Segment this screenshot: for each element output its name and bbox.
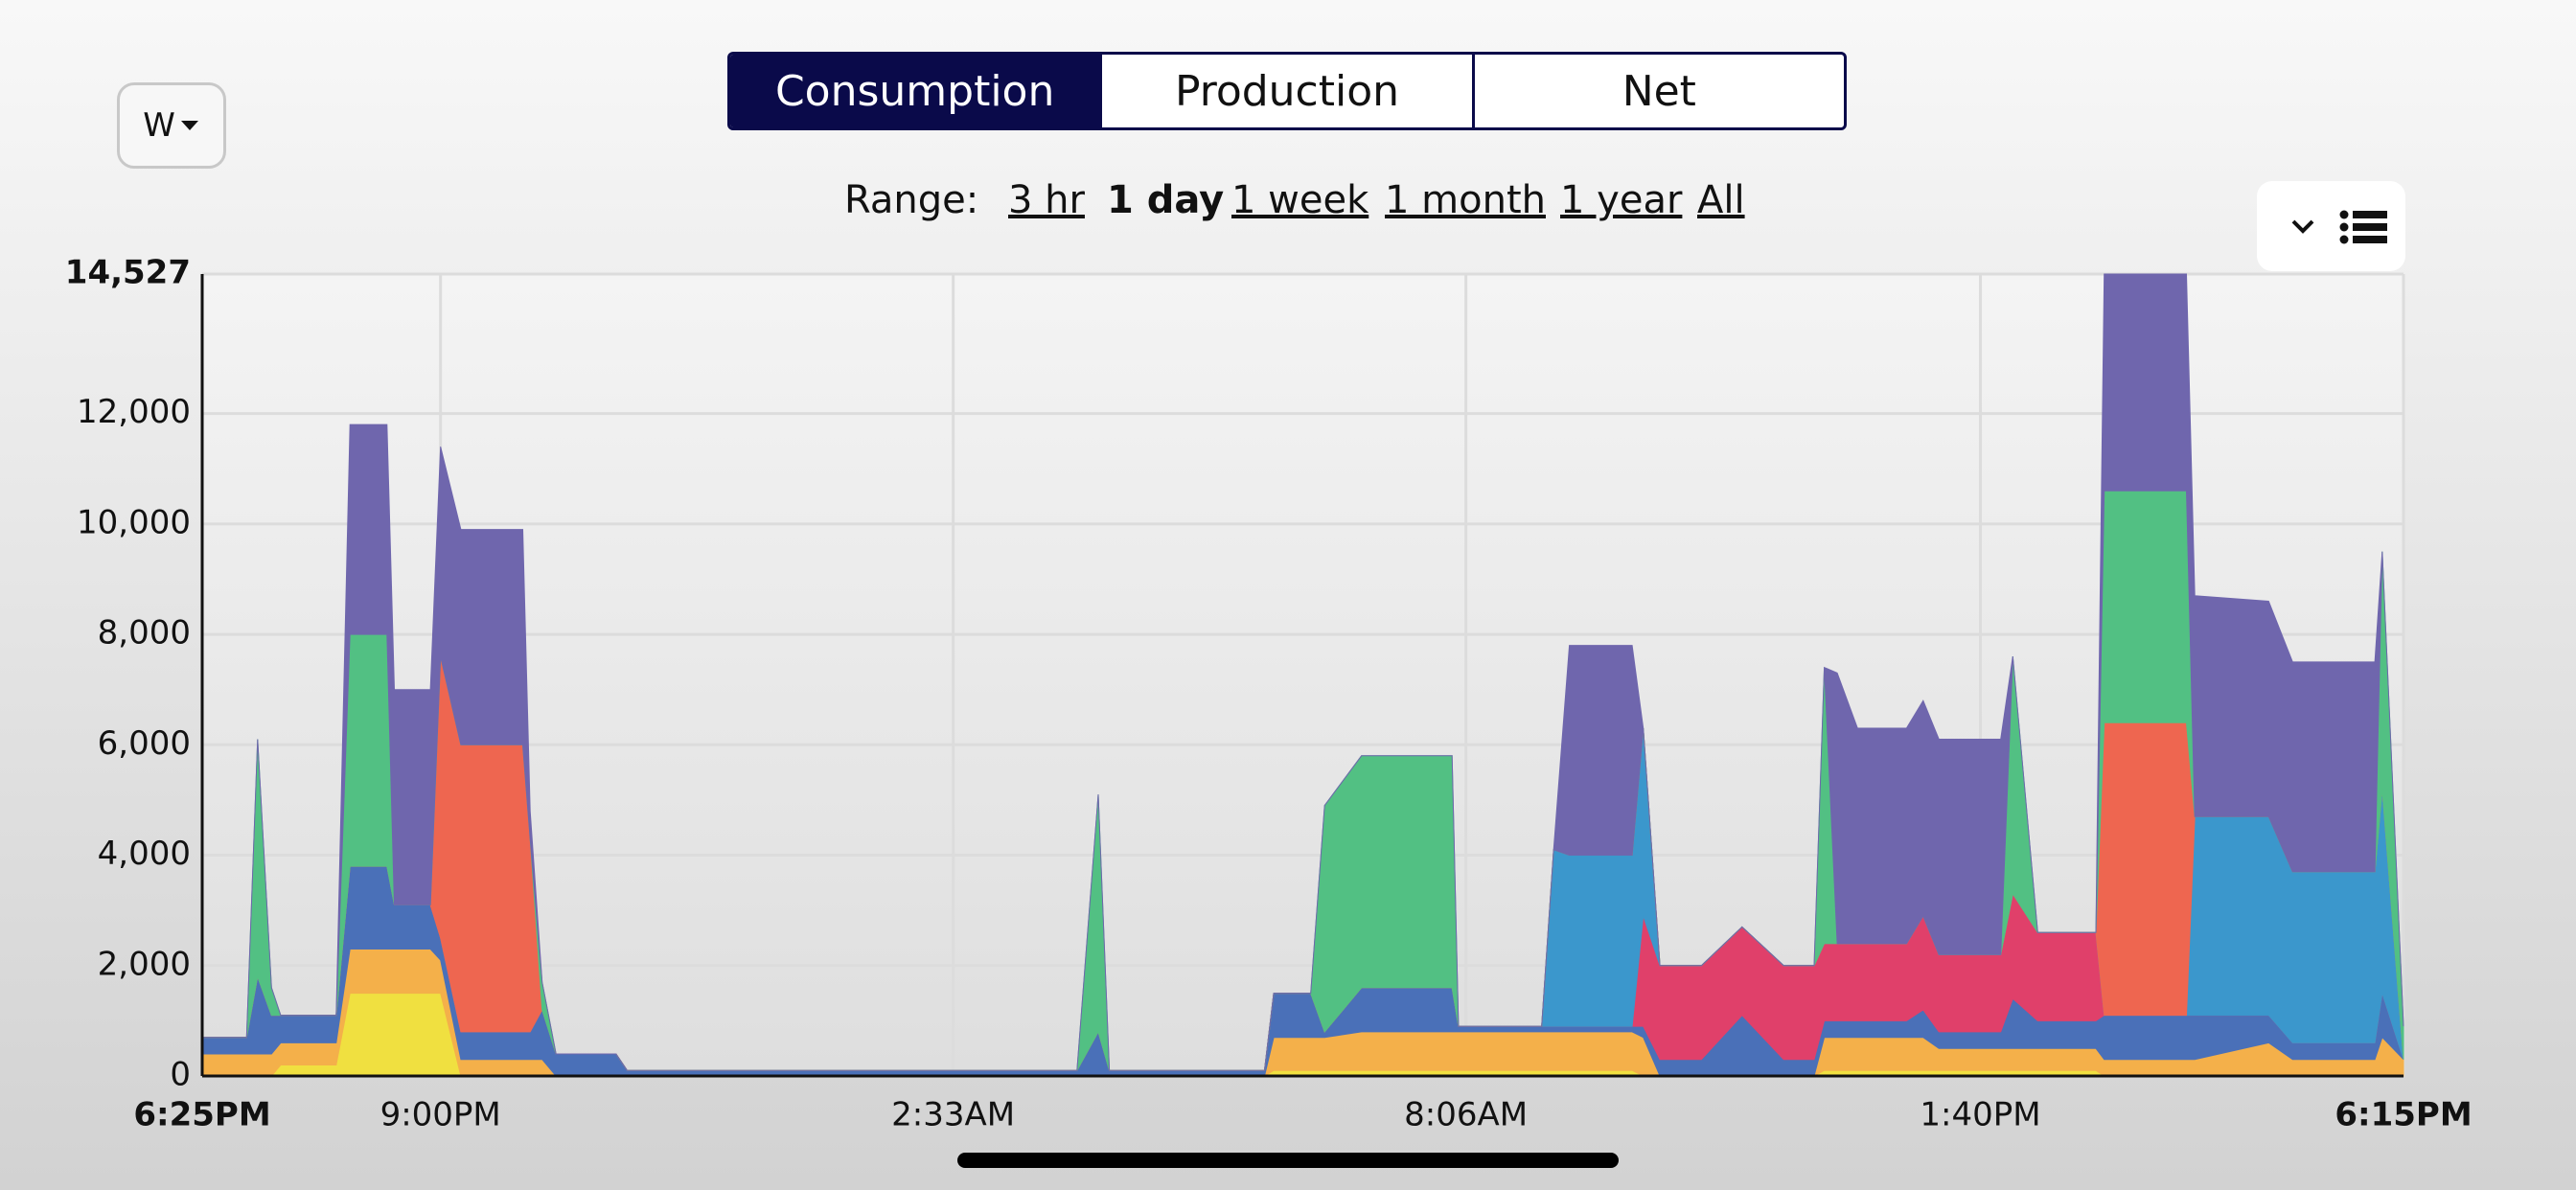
y-tick-label: 4,000: [98, 835, 191, 873]
tab-consumption[interactable]: Consumption: [730, 55, 1100, 127]
y-tick-label: 8,000: [98, 614, 191, 652]
y-tick-label: 0: [170, 1056, 191, 1094]
x-tick-label: 6:15PM: [2334, 1096, 2472, 1134]
range-option[interactable]: 1 day: [1107, 178, 1225, 222]
caret-icon: [180, 121, 198, 130]
x-tick-label: 1:40PM: [1920, 1096, 2040, 1134]
y-tick-label: 14,527: [65, 254, 191, 292]
x-tick-label: 9:00PM: [380, 1096, 501, 1134]
unit-label: W: [143, 106, 175, 145]
range-bar: Range: 3 hr 1 day 1 week 1 month 1 year …: [0, 178, 2576, 226]
range-label: Range:: [844, 178, 979, 222]
range-option[interactable]: 1 week: [1231, 178, 1369, 222]
range-option[interactable]: 1 year: [1560, 178, 1683, 222]
y-tick-label: 6,000: [98, 724, 191, 763]
x-tick-label: 6:25PM: [133, 1096, 270, 1134]
tab-production[interactable]: Production: [1099, 55, 1471, 127]
range-option[interactable]: 1 month: [1385, 178, 1546, 222]
home-indicator: [957, 1153, 1619, 1168]
y-tick-label: 10,000: [77, 503, 191, 541]
tab-net[interactable]: Net: [1471, 55, 1844, 127]
tab-bar: Consumption Production Net: [727, 52, 1847, 130]
legend-toggle[interactable]: [2257, 181, 2405, 271]
x-tick-label: 8:06AM: [1404, 1096, 1528, 1134]
legend-icons: [2291, 210, 2387, 244]
y-tick-label: 12,000: [77, 393, 191, 431]
y-tick-label: 2,000: [98, 945, 191, 983]
x-tick-label: 2:33AM: [891, 1096, 1015, 1134]
range-option[interactable]: All: [1697, 178, 1745, 222]
chart: 0 2,000 4,000 6,000 8,000 10,000 12,000 14,527 6…: [65, 254, 2472, 1134]
range-option[interactable]: 3 hr: [1008, 178, 1085, 222]
unit-dropdown[interactable]: W: [117, 82, 226, 169]
area-series: [202, 273, 2404, 1071]
